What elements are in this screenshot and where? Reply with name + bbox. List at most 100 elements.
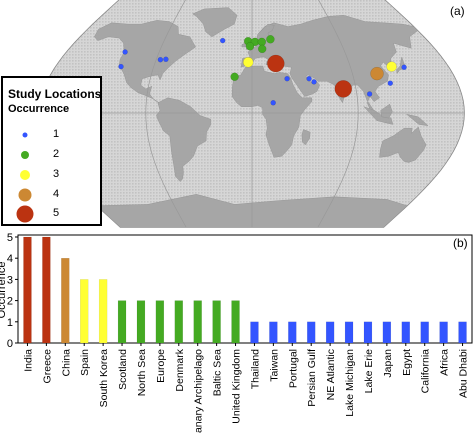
y-tick-label: 1 <box>7 317 13 329</box>
x-tick-label: Denmark <box>174 348 186 391</box>
map-marker <box>230 72 239 82</box>
map-marker <box>366 91 373 97</box>
x-tick-label: Japan <box>382 349 394 378</box>
bar <box>307 321 316 344</box>
legend-marker-1 <box>22 132 28 138</box>
y-tick-label: 3 <box>7 274 13 286</box>
x-tick-label: Taiwan <box>268 349 280 382</box>
bar <box>382 321 392 344</box>
bar <box>61 258 70 344</box>
x-tick-label: South Korea <box>98 349 110 408</box>
x-tick-label: California <box>420 349 432 394</box>
bar <box>288 321 297 344</box>
bar <box>269 321 278 344</box>
x-tick-label: Thailand <box>250 349 262 389</box>
bar <box>325 321 335 344</box>
legend-item: 5 <box>3 205 99 223</box>
bar <box>155 300 165 344</box>
map-marker <box>306 75 312 82</box>
map-marker <box>284 75 290 82</box>
map-marker <box>245 42 255 51</box>
legend-marker-5 <box>16 205 34 223</box>
map-marker <box>387 80 393 86</box>
x-tick-label: Persian Gulf <box>306 349 318 407</box>
map-marker <box>257 37 266 47</box>
bar-chart-panel: 0 1 2 3 4 5 Occurrence India Greece China Spain Sou… <box>0 230 474 433</box>
bar <box>250 321 259 344</box>
world-map-panel: (a) Study Locations Occurrence 1 2 3 4 5 <box>1 0 465 228</box>
y-tick-label: 0 <box>7 338 13 350</box>
x-tick-label: Canary Archipelago <box>193 349 205 433</box>
bar <box>401 321 410 344</box>
x-tick-label: Europe <box>155 349 167 383</box>
x-tick-label: Egypt <box>401 349 413 376</box>
map-marker <box>334 80 352 98</box>
bar <box>23 236 32 344</box>
bar <box>458 321 467 344</box>
land-indonesia <box>363 106 394 125</box>
bar <box>98 279 108 344</box>
legend-label: 2 <box>53 148 60 160</box>
bar <box>344 321 354 344</box>
bar <box>193 300 202 344</box>
land-borneo <box>380 103 393 119</box>
map-marker <box>122 49 128 55</box>
land-south-america <box>156 97 212 182</box>
y-tick-label: 4 <box>7 253 13 265</box>
map-marker <box>266 35 275 44</box>
legend-label: 5 <box>53 207 60 219</box>
bar <box>231 300 240 344</box>
legend-item: 2 <box>3 146 99 164</box>
x-tick-label: NE Atlantic <box>325 349 337 400</box>
map-marker <box>267 54 285 73</box>
bar <box>42 236 51 344</box>
map-marker <box>163 56 169 62</box>
x-tick-label: Scotland <box>117 349 129 390</box>
map-marker <box>386 61 397 72</box>
legend-subtitle: Occurrence <box>8 103 70 115</box>
land-australia <box>379 126 427 163</box>
x-tick-label: Lake Erie <box>363 349 375 394</box>
land-new-guinea <box>406 114 429 126</box>
legend-marker-3 <box>20 170 30 180</box>
chart-panel-label: (b) <box>453 236 468 250</box>
map-marker <box>270 100 276 106</box>
land-north-america <box>94 20 196 103</box>
y-axis-label: Occurrence <box>0 262 8 319</box>
bar <box>136 300 146 344</box>
map-marker <box>370 66 384 81</box>
map-panel-label: (a) <box>450 4 465 18</box>
legend-marker-4 <box>18 188 32 202</box>
bar <box>80 279 89 344</box>
x-tick-label: Spain <box>79 349 91 376</box>
legend-title: Study Locations <box>8 87 102 101</box>
bar <box>363 321 373 344</box>
map-marker <box>118 63 124 70</box>
legend-label: 4 <box>53 188 60 200</box>
x-tick-label: Africa <box>439 349 451 376</box>
legend-item: 4 <box>3 186 99 204</box>
land-greenland <box>192 7 238 38</box>
world-map <box>39 0 465 228</box>
bar <box>212 300 221 344</box>
plot-frame <box>17 234 473 344</box>
bar <box>174 300 183 344</box>
map-marker <box>311 79 317 85</box>
map-marker <box>219 37 226 44</box>
y-tick-label: 5 <box>7 232 13 244</box>
legend-marker-2 <box>21 151 29 159</box>
map-graticule <box>39 0 465 228</box>
bar <box>117 300 127 344</box>
x-tick-label: Lake Michigan <box>344 349 356 417</box>
land-madagascar <box>301 129 311 146</box>
map-marker <box>157 57 164 63</box>
x-tick-label: China <box>60 349 72 377</box>
x-tick-label: Baltic Sea <box>212 349 224 396</box>
legend-item: 1 <box>3 126 99 144</box>
x-tick-label: North Sea <box>136 349 148 396</box>
bar <box>420 321 429 344</box>
map-legend: Study Locations Occurrence 1 2 3 4 5 <box>1 76 102 226</box>
legend-item: 3 <box>3 166 99 184</box>
x-tick-label: Greece <box>41 349 53 384</box>
bar-chart: 0 1 2 3 4 5 Occurrence India Greece China Spain Sou… <box>0 232 473 433</box>
